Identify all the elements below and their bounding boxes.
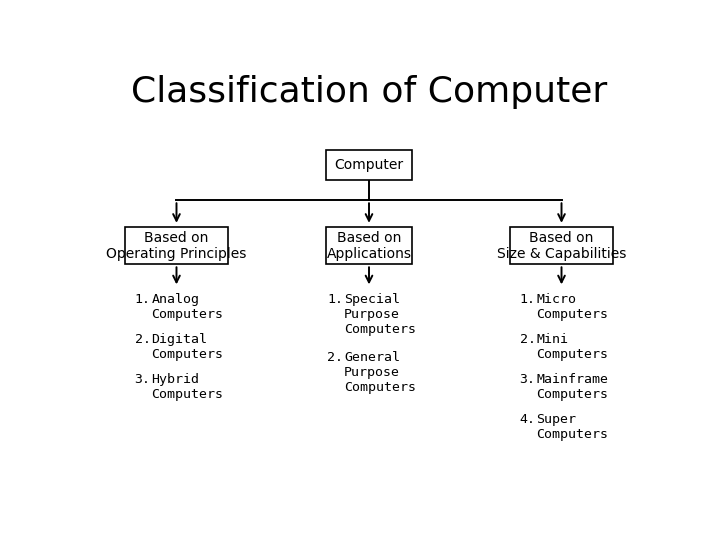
Text: Hybrid
Computers: Hybrid Computers <box>151 373 223 401</box>
Text: Based on
Operating Principles: Based on Operating Principles <box>107 231 247 261</box>
Text: Computer: Computer <box>334 158 404 172</box>
Text: Analog
Computers: Analog Computers <box>151 294 223 321</box>
FancyBboxPatch shape <box>510 227 613 265</box>
FancyBboxPatch shape <box>325 227 413 265</box>
Text: Special
Purpose
Computers: Special Purpose Computers <box>344 294 416 336</box>
Text: 2.: 2. <box>520 333 536 346</box>
Text: 1.: 1. <box>135 294 150 307</box>
Text: 1.: 1. <box>520 294 536 307</box>
Text: 3.: 3. <box>520 373 536 386</box>
Text: 4.: 4. <box>520 413 536 426</box>
Text: 2.: 2. <box>135 333 150 346</box>
FancyBboxPatch shape <box>125 227 228 265</box>
Text: 2.: 2. <box>327 351 343 364</box>
Text: Super
Computers: Super Computers <box>536 413 608 441</box>
Text: General
Purpose
Computers: General Purpose Computers <box>344 351 416 394</box>
Text: Digital
Computers: Digital Computers <box>151 333 223 361</box>
Text: Mainframe
Computers: Mainframe Computers <box>536 373 608 401</box>
Text: 1.: 1. <box>327 294 343 307</box>
Text: Based on
Applications: Based on Applications <box>326 231 412 261</box>
Text: 3.: 3. <box>135 373 150 386</box>
Text: Based on
Size & Capabilities: Based on Size & Capabilities <box>497 231 626 261</box>
Text: Micro
Computers: Micro Computers <box>536 294 608 321</box>
FancyBboxPatch shape <box>325 150 413 180</box>
Text: Classification of Computer: Classification of Computer <box>131 75 607 109</box>
Text: Mini
Computers: Mini Computers <box>536 333 608 361</box>
